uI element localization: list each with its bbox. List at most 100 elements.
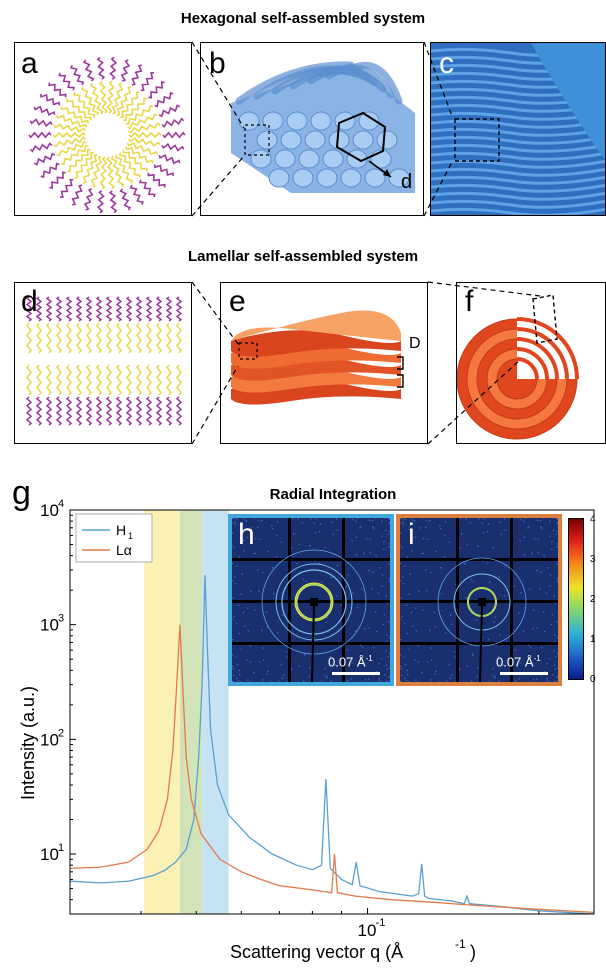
- noise-dot: [400, 597, 402, 600]
- noise-dot: [542, 611, 545, 613]
- noise-dot: [527, 527, 529, 529]
- top-tail: [66, 322, 72, 354]
- y-tick-label: 10: [40, 845, 59, 864]
- head-purple: [29, 142, 53, 153]
- noise-dot: [293, 533, 295, 535]
- noise-dot: [400, 580, 401, 582]
- noise-dot: [389, 560, 390, 563]
- saxs-pattern-i: [400, 518, 558, 682]
- head-purple: [120, 59, 131, 82]
- bottom-head: [45, 396, 53, 426]
- tail-yellow: [110, 155, 125, 188]
- noise-dot: [425, 589, 428, 592]
- texture-line: [431, 151, 605, 161]
- tail-yellow: [99, 156, 108, 190]
- noise-dot: [234, 523, 236, 526]
- top-head: [125, 296, 133, 322]
- top-head: [135, 296, 143, 322]
- noise-dot: [387, 620, 390, 623]
- texture-line: [431, 175, 605, 185]
- head-purple: [33, 105, 56, 116]
- noise-dot: [536, 627, 539, 630]
- noise-dot: [372, 527, 375, 529]
- tail-yellow: [122, 149, 148, 172]
- top-head: [55, 296, 63, 322]
- noise-dot: [232, 597, 234, 600]
- noise-dot: [543, 554, 545, 557]
- rod-end: [274, 149, 296, 169]
- noise-dot: [421, 552, 423, 555]
- noise-dot: [418, 681, 420, 682]
- zoom-box-b: [244, 124, 270, 156]
- noise-dot: [482, 532, 485, 534]
- noise-dot: [257, 589, 260, 592]
- noise-dot: [449, 677, 452, 680]
- noise-dot: [518, 678, 520, 680]
- noise-dot: [253, 518, 256, 519]
- panel-b-hex-rods: b d: [200, 42, 424, 216]
- noise-dot: [330, 680, 333, 682]
- head-purple: [48, 82, 67, 98]
- noise-dot: [492, 667, 494, 670]
- noise-dot: [240, 648, 243, 651]
- noise-dot: [385, 664, 388, 667]
- head-purple: [162, 131, 186, 139]
- tail-yellow: [74, 151, 94, 179]
- lamellar-title: Lamellar self-assembled system: [187, 248, 419, 265]
- head-purple: [96, 190, 105, 214]
- noise-dot: [304, 580, 307, 583]
- noise-dot: [372, 571, 374, 573]
- noise-dot: [408, 593, 410, 595]
- noise-dot: [533, 538, 536, 540]
- noise-dot: [548, 679, 550, 682]
- noise-dot: [405, 604, 408, 607]
- noise-dot: [443, 556, 446, 558]
- legend-subscript: 1: [128, 531, 133, 541]
- detector-gap-h: [400, 558, 558, 561]
- noise-dot: [243, 518, 246, 521]
- tail-yellow: [73, 91, 95, 118]
- noise-dot: [493, 675, 495, 677]
- noise-dot: [386, 634, 389, 637]
- bottom-head: [55, 396, 63, 426]
- noise-dot: [514, 658, 517, 660]
- noise-dot: [232, 674, 235, 677]
- noise-dot: [520, 592, 522, 594]
- scale-bar-h: [332, 672, 380, 675]
- cut-shell: [516, 347, 549, 380]
- head-purple: [69, 64, 85, 86]
- noise-dot: [439, 528, 442, 530]
- head-purple: [153, 164, 175, 177]
- panel-label-h: h: [238, 518, 255, 551]
- noise-dot: [402, 582, 405, 585]
- texture-line: [431, 127, 605, 137]
- noise-dot: [345, 585, 348, 588]
- noise-dot: [387, 655, 389, 658]
- noise-dot: [360, 588, 363, 590]
- noise-dot: [523, 536, 526, 538]
- head-purple: [49, 171, 66, 189]
- noise-dot: [236, 565, 238, 567]
- noise-dot: [347, 679, 350, 682]
- arrow-head: [383, 169, 391, 177]
- detector-gap-h: [232, 558, 390, 561]
- noise-dot: [471, 652, 474, 655]
- bottom-tail: [176, 364, 182, 396]
- noise-dot: [383, 518, 386, 519]
- noise-dot: [421, 671, 423, 674]
- bottom-head: [95, 396, 103, 426]
- noise-dot: [486, 562, 489, 564]
- scale-bar-label-i: 0.07 Å-1: [496, 654, 541, 670]
- noise-dot: [414, 536, 416, 539]
- noise-dot: [267, 670, 269, 673]
- lamellar-bilayer-diagram: [25, 296, 183, 426]
- rod-end: [262, 111, 284, 131]
- noise-dot: [302, 680, 305, 682]
- noise-dot: [382, 623, 385, 626]
- noise-dot: [537, 538, 540, 540]
- noise-dot: [282, 674, 285, 676]
- hexagon-outline: [335, 111, 387, 163]
- noise-dot: [378, 662, 380, 665]
- bottom-tail: [86, 364, 92, 396]
- noise-dot: [528, 681, 531, 682]
